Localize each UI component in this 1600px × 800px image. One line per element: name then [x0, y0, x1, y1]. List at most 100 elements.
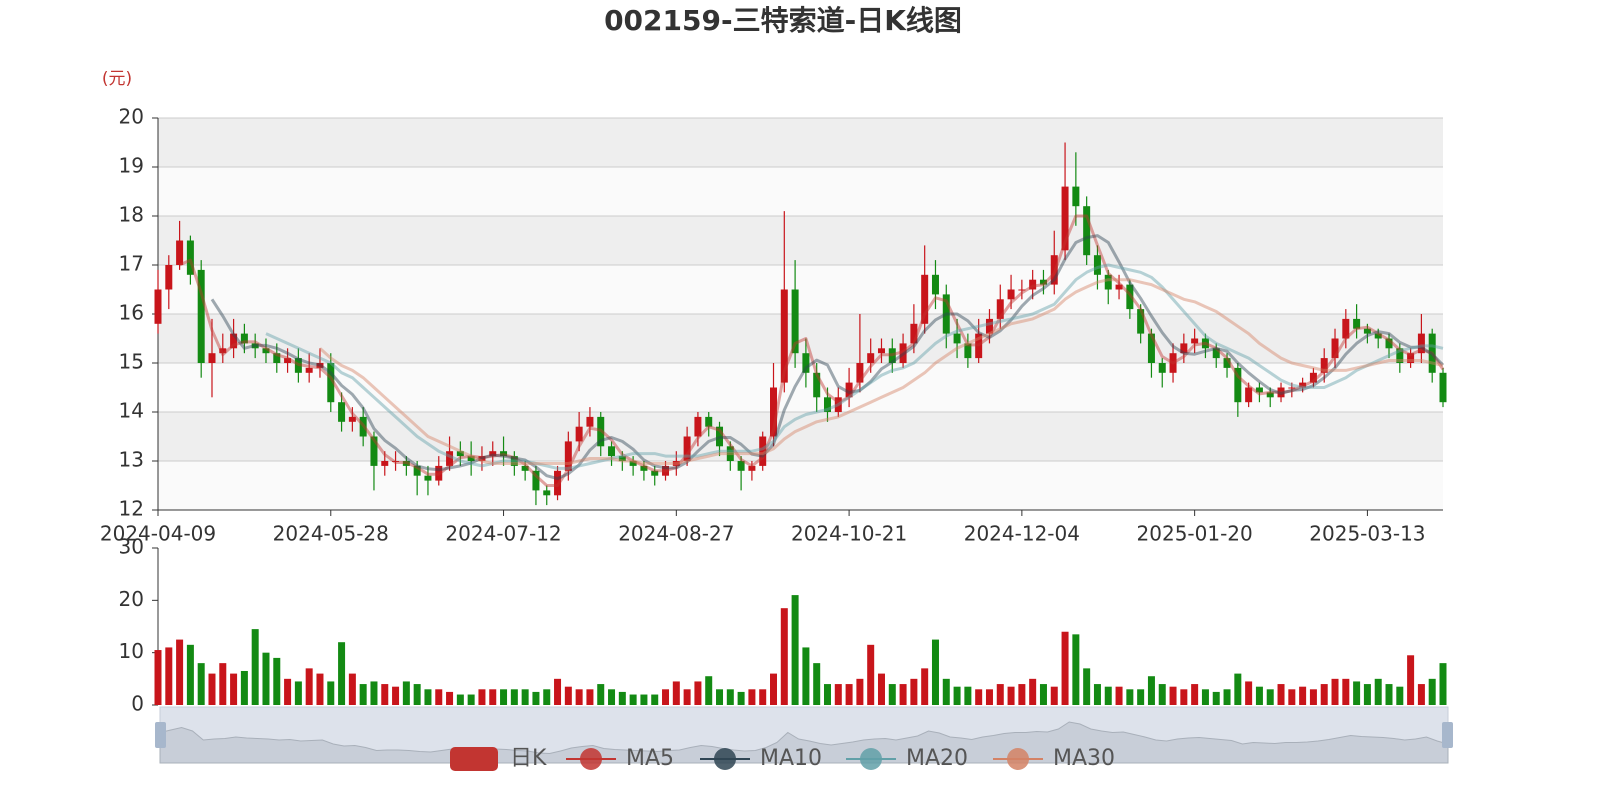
volume-bar: [1072, 634, 1080, 705]
candle-body: [1137, 309, 1145, 334]
volume-bar: [1201, 689, 1209, 705]
volume-bar: [446, 691, 454, 705]
candle-body: [1342, 318, 1350, 339]
volume-bar: [931, 639, 939, 705]
candle-body: [856, 363, 864, 383]
volume-bar: [424, 689, 432, 705]
volume-bar: [230, 673, 238, 705]
legend-icon: [1007, 748, 1029, 770]
volume-bar: [629, 694, 637, 705]
volume-bar: [510, 689, 518, 705]
candle-body: [726, 446, 734, 461]
volume-bar: [1180, 689, 1188, 705]
legend-item[interactable]: MA5: [566, 746, 674, 771]
candle-body: [1374, 333, 1382, 339]
candle-body: [284, 358, 292, 363]
volume-bar: [240, 670, 248, 705]
candle-body: [1417, 333, 1425, 354]
legend-item[interactable]: MA20: [846, 746, 968, 771]
candle-body: [1428, 333, 1436, 373]
legend-label: MA5: [626, 746, 674, 771]
volume-tick-label: 20: [119, 587, 144, 611]
volume-bar: [1169, 686, 1177, 705]
volume-bar: [1407, 655, 1415, 705]
volume-bar: [1007, 686, 1015, 705]
candle-body: [1407, 353, 1415, 363]
volume-bar: [456, 694, 464, 705]
volume-bar: [521, 689, 529, 705]
candle-body: [543, 490, 551, 496]
volume-bar: [1342, 678, 1350, 705]
volume-bar: [1039, 684, 1047, 705]
volume-bar: [1266, 689, 1274, 705]
y-tick-label: 18: [119, 203, 144, 227]
candle-body: [705, 416, 713, 427]
candle-body: [446, 451, 454, 466]
candle-body: [640, 465, 648, 471]
candle-body: [683, 436, 691, 461]
candle-body: [823, 397, 831, 412]
candle-body: [1331, 338, 1339, 359]
volume-bar: [1018, 684, 1026, 705]
volume-bar: [1439, 663, 1447, 705]
legend-item[interactable]: MA10: [700, 746, 822, 771]
volume-bar: [1309, 689, 1317, 705]
zoom-handle[interactable]: [1442, 722, 1453, 748]
legend-item[interactable]: 日K: [450, 746, 547, 771]
candle-body: [1072, 186, 1080, 207]
candle-body: [899, 343, 907, 363]
candle-body: [348, 416, 356, 422]
ma-line: [210, 234, 1445, 481]
candle-body: [953, 333, 961, 344]
candle-body: [1083, 206, 1091, 256]
candle-body: [1277, 387, 1285, 398]
volume-bar: [284, 678, 292, 705]
volume-bar: [1029, 678, 1037, 705]
split-area: [158, 265, 1443, 314]
candle-body: [456, 451, 464, 457]
candle-body: [402, 461, 410, 466]
volume-bar: [770, 673, 778, 705]
volume-bar: [251, 629, 259, 705]
volume-bar: [1093, 684, 1101, 705]
legend-item[interactable]: MA30: [993, 746, 1115, 771]
candle-body: [1007, 289, 1015, 300]
volume-bar: [975, 689, 983, 705]
ma-line: [318, 278, 1444, 465]
candle-body: [1385, 338, 1393, 349]
candle-body: [1439, 372, 1447, 403]
volume-bar: [705, 676, 713, 705]
volume-bar: [1374, 678, 1382, 705]
candle-body: [802, 353, 810, 373]
candle-body: [985, 318, 993, 334]
volume-bar: [1147, 676, 1155, 705]
volume-bar: [1353, 681, 1361, 705]
volume-bar: [1385, 684, 1393, 705]
candle-body: [1039, 279, 1047, 285]
volume-bar: [305, 668, 313, 705]
candle-body: [489, 451, 497, 457]
volume-bar: [165, 647, 173, 705]
volume-bar: [683, 689, 691, 705]
candle-body: [586, 416, 594, 427]
zoom-handle[interactable]: [155, 722, 166, 748]
volume-bar: [1050, 686, 1058, 705]
volume-bar: [996, 684, 1004, 705]
ma-line: [178, 214, 1445, 487]
candle-body: [413, 465, 421, 476]
candle-body: [597, 416, 605, 447]
volume-bar: [154, 650, 162, 705]
volume-bar: [435, 689, 443, 705]
volume-bar: [910, 678, 918, 705]
volume-bar: [219, 663, 227, 705]
candle-body: [1223, 358, 1231, 368]
volume-bar: [1299, 686, 1307, 705]
candle-body: [1201, 338, 1209, 349]
volume-tick-label: 0: [131, 692, 144, 716]
candle-body: [1061, 186, 1069, 251]
volume-bar: [348, 673, 356, 705]
volume-bar: [500, 689, 508, 705]
volume-bar: [834, 684, 842, 705]
volume-bar: [921, 668, 929, 705]
x-tick-label: 2024-08-27: [618, 522, 734, 546]
